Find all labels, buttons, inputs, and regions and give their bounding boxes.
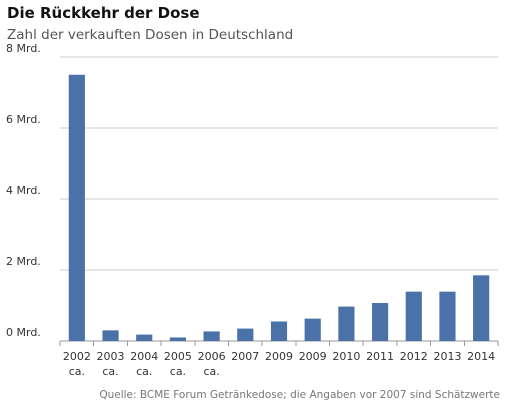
x-tick-label: 2009: [265, 350, 293, 363]
y-axis-ticks: 0 Mrd. 2 Mrd. 4 Mrd. 6 Mrd. 8 Mrd.: [6, 42, 41, 339]
bar: [203, 331, 220, 341]
bar: [68, 74, 85, 341]
y-tick-label: 6 Mrd.: [6, 113, 41, 126]
x-tick-label: 2012: [400, 350, 428, 363]
bar: [473, 275, 490, 341]
gridlines: [60, 56, 498, 342]
chart-title: Die Rückkehr der Dose: [7, 4, 200, 22]
x-tick-note: ca.: [203, 365, 219, 378]
bar: [371, 303, 389, 341]
x-tick-note: ca.: [170, 365, 186, 378]
x-axis-ticks: 2002 ca. 2003 ca. 2004 ca. 2005 ca. 2006 ca. 2007 2…: [59, 341, 499, 378]
bar: [304, 318, 321, 341]
bar: [270, 321, 288, 341]
x-tick-label: 2009: [299, 350, 327, 363]
x-tick-label: 2003: [97, 350, 125, 363]
x-tick-label: 2002: [63, 350, 91, 363]
y-tick-label: 4 Mrd.: [6, 184, 41, 197]
bar-chart: 0 Mrd.2 Mrd.4 Mrd.6 Mrd.8 Mrd. 2002ca.20…: [6, 42, 499, 378]
chart-subtitle: Zahl der verkauften Dosen in Deutschland: [7, 27, 294, 43]
y-tick-label: 2 Mrd.: [6, 255, 41, 268]
bar: [405, 291, 422, 341]
bar: [102, 330, 119, 341]
bars: [68, 74, 490, 341]
bar: [136, 334, 153, 341]
x-tick-label: 2006: [198, 350, 226, 363]
x-tick-note: ca.: [102, 365, 118, 378]
x-tick-label: 2011: [366, 350, 394, 363]
x-tick-label: 2014: [467, 350, 495, 363]
x-tick-label: 2005: [164, 350, 192, 363]
y-tick-label: 0 Mrd.: [6, 326, 41, 339]
x-tick-label: 2004: [130, 350, 158, 363]
x-tick-label: 2007: [231, 350, 259, 363]
y-tick-label: 8 Mrd.: [6, 42, 41, 55]
x-tick-note: ca.: [69, 365, 85, 378]
x-tick-label: 2010: [332, 350, 360, 363]
source-note: Quelle: BCME Forum Getränkedose; die Ang…: [99, 389, 500, 401]
bar: [169, 337, 187, 341]
bar: [439, 291, 456, 341]
bar: [338, 306, 355, 341]
bar: [237, 328, 254, 341]
x-tick-note: ca.: [136, 365, 152, 378]
x-tick-label: 2013: [433, 350, 461, 363]
